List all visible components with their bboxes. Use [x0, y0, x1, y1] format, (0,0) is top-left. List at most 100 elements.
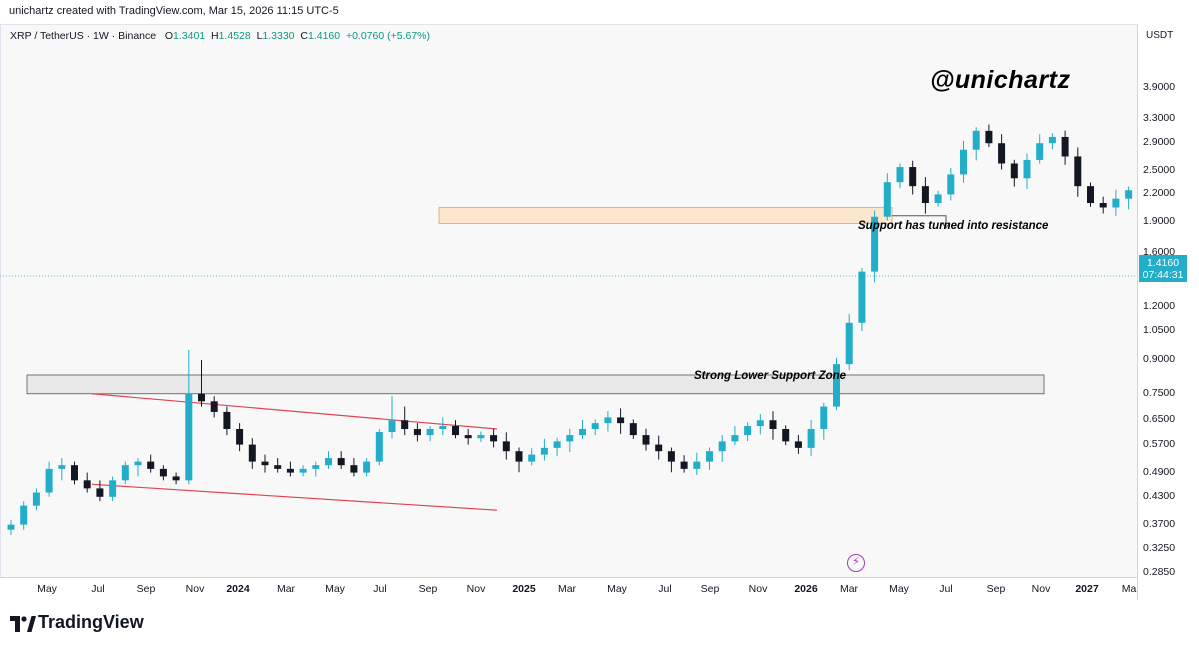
time-tick-label: Nov — [748, 583, 768, 595]
candle-body — [782, 429, 790, 442]
support-zone-label: Strong Lower Support Zone — [694, 370, 847, 382]
zone-0 — [26, 374, 1045, 395]
price-tick-label: 0.5700 — [1143, 437, 1176, 450]
candle-body — [833, 364, 840, 407]
candle-body — [401, 420, 409, 430]
candle-body — [1061, 136, 1069, 157]
currency-label[interactable]: USDT — [1146, 30, 1174, 41]
candle-body — [515, 451, 523, 462]
symbol-label[interactable]: XRP / TetherUS · 1W · Binance — [10, 30, 157, 42]
low-label: L — [256, 30, 263, 42]
candle-body — [655, 444, 663, 452]
price-tick-label: 1.9000 — [1143, 214, 1176, 227]
time-tick-label: Mar — [276, 583, 296, 595]
time-tick-label: May — [325, 583, 345, 595]
time-axis[interactable] — [0, 577, 1137, 601]
candle-body — [375, 432, 383, 462]
candle-body — [452, 426, 459, 436]
chart-plot[interactable] — [0, 24, 1137, 577]
candle-body — [502, 441, 510, 452]
chart-pane[interactable] — [0, 24, 1139, 601]
time-tick-label: 2025 — [512, 583, 536, 595]
candle-body — [1036, 143, 1044, 160]
price-tick-label: 0.2850 — [1143, 566, 1176, 578]
candle-body — [972, 130, 980, 150]
candle-body — [32, 492, 40, 506]
price-tick-label: 0.3250 — [1143, 541, 1176, 554]
candle-body — [794, 441, 802, 448]
change-value: +0.0760 (+5.67%) — [345, 30, 430, 42]
channel-upper-line — [91, 393, 498, 430]
header-bar: unichartz created with TradingView.com, … — [0, 0, 1199, 22]
close-label: C — [300, 30, 308, 42]
candle-body — [960, 149, 967, 175]
attribution-text: unichartz created with TradingView.com, … — [9, 5, 339, 17]
price-tick-label: 1.0500 — [1143, 324, 1176, 337]
tradingview-brand-text: TradingView — [38, 612, 144, 632]
price-tick-label: 0.7500 — [1143, 386, 1176, 399]
candle-body — [439, 426, 447, 430]
candle-body — [83, 480, 91, 489]
candle-body — [1023, 159, 1031, 179]
candle-body — [147, 461, 155, 469]
candle-body — [363, 461, 371, 473]
price-tick-label: 2.5000 — [1143, 163, 1176, 176]
candle-body — [223, 411, 231, 430]
candle-body — [121, 465, 129, 481]
candle-body — [718, 441, 726, 452]
candle-body — [642, 435, 650, 445]
candle-body — [731, 435, 739, 442]
time-tick-label: Sep — [986, 583, 1006, 595]
candle-body — [744, 426, 752, 436]
candle-body — [896, 167, 904, 183]
candle-body — [109, 480, 117, 497]
candle-body — [883, 182, 891, 217]
channel-lower-line — [91, 483, 498, 511]
time-tick-label: Sep — [700, 583, 720, 595]
candle-body — [807, 429, 815, 448]
price-tick-label: 1.2000 — [1143, 299, 1176, 312]
candle-body — [629, 423, 637, 436]
candle-body — [1010, 163, 1018, 179]
price-tick-label: 0.4900 — [1143, 465, 1176, 478]
candle-body — [553, 441, 561, 448]
candle-body — [820, 406, 828, 430]
candle-body — [96, 488, 104, 497]
candle-body — [490, 435, 498, 442]
low-value: 1.3330 — [262, 30, 295, 42]
time-tick-label: Sep — [418, 583, 438, 595]
lightning-icon[interactable]: ⚡ — [847, 554, 865, 572]
price-axis[interactable] — [1137, 24, 1199, 600]
candle-body — [299, 468, 307, 473]
candle-body — [58, 465, 66, 469]
candle-body — [388, 420, 396, 433]
candle-body — [274, 465, 282, 469]
candle-body — [579, 429, 586, 436]
candle-body — [236, 429, 244, 445]
author-watermark: @unichartz — [930, 66, 1071, 94]
candle-body — [947, 174, 955, 195]
candle-body — [680, 461, 688, 469]
time-tick-label: Nov — [1031, 583, 1051, 595]
bar-countdown: 07:44:31 — [1142, 269, 1184, 281]
chart-legend: XRP / TetherUS · 1W · Binance O1.3401 H1… — [10, 30, 430, 42]
candle-body — [337, 458, 345, 466]
candle-body — [477, 435, 485, 439]
candle-body — [858, 271, 866, 323]
time-tick-label: Sep — [136, 583, 156, 595]
time-tick-label: 2024 — [226, 583, 250, 595]
candle-body — [528, 454, 536, 462]
time-tick-label: 2027 — [1075, 583, 1099, 595]
candle-body — [540, 447, 548, 455]
time-tick-label: Nov — [466, 583, 486, 595]
candle-body — [45, 468, 53, 493]
candle-body — [998, 143, 1006, 164]
price-tick-label: 0.4300 — [1143, 489, 1176, 502]
close-value: 1.4160 — [307, 30, 341, 42]
candle-body — [1048, 136, 1056, 144]
candle-body — [756, 420, 764, 427]
time-tick-label: May — [607, 583, 627, 595]
candle-body — [1112, 198, 1120, 208]
price-tick-label: 2.2000 — [1143, 187, 1176, 200]
candle-body — [261, 461, 269, 466]
